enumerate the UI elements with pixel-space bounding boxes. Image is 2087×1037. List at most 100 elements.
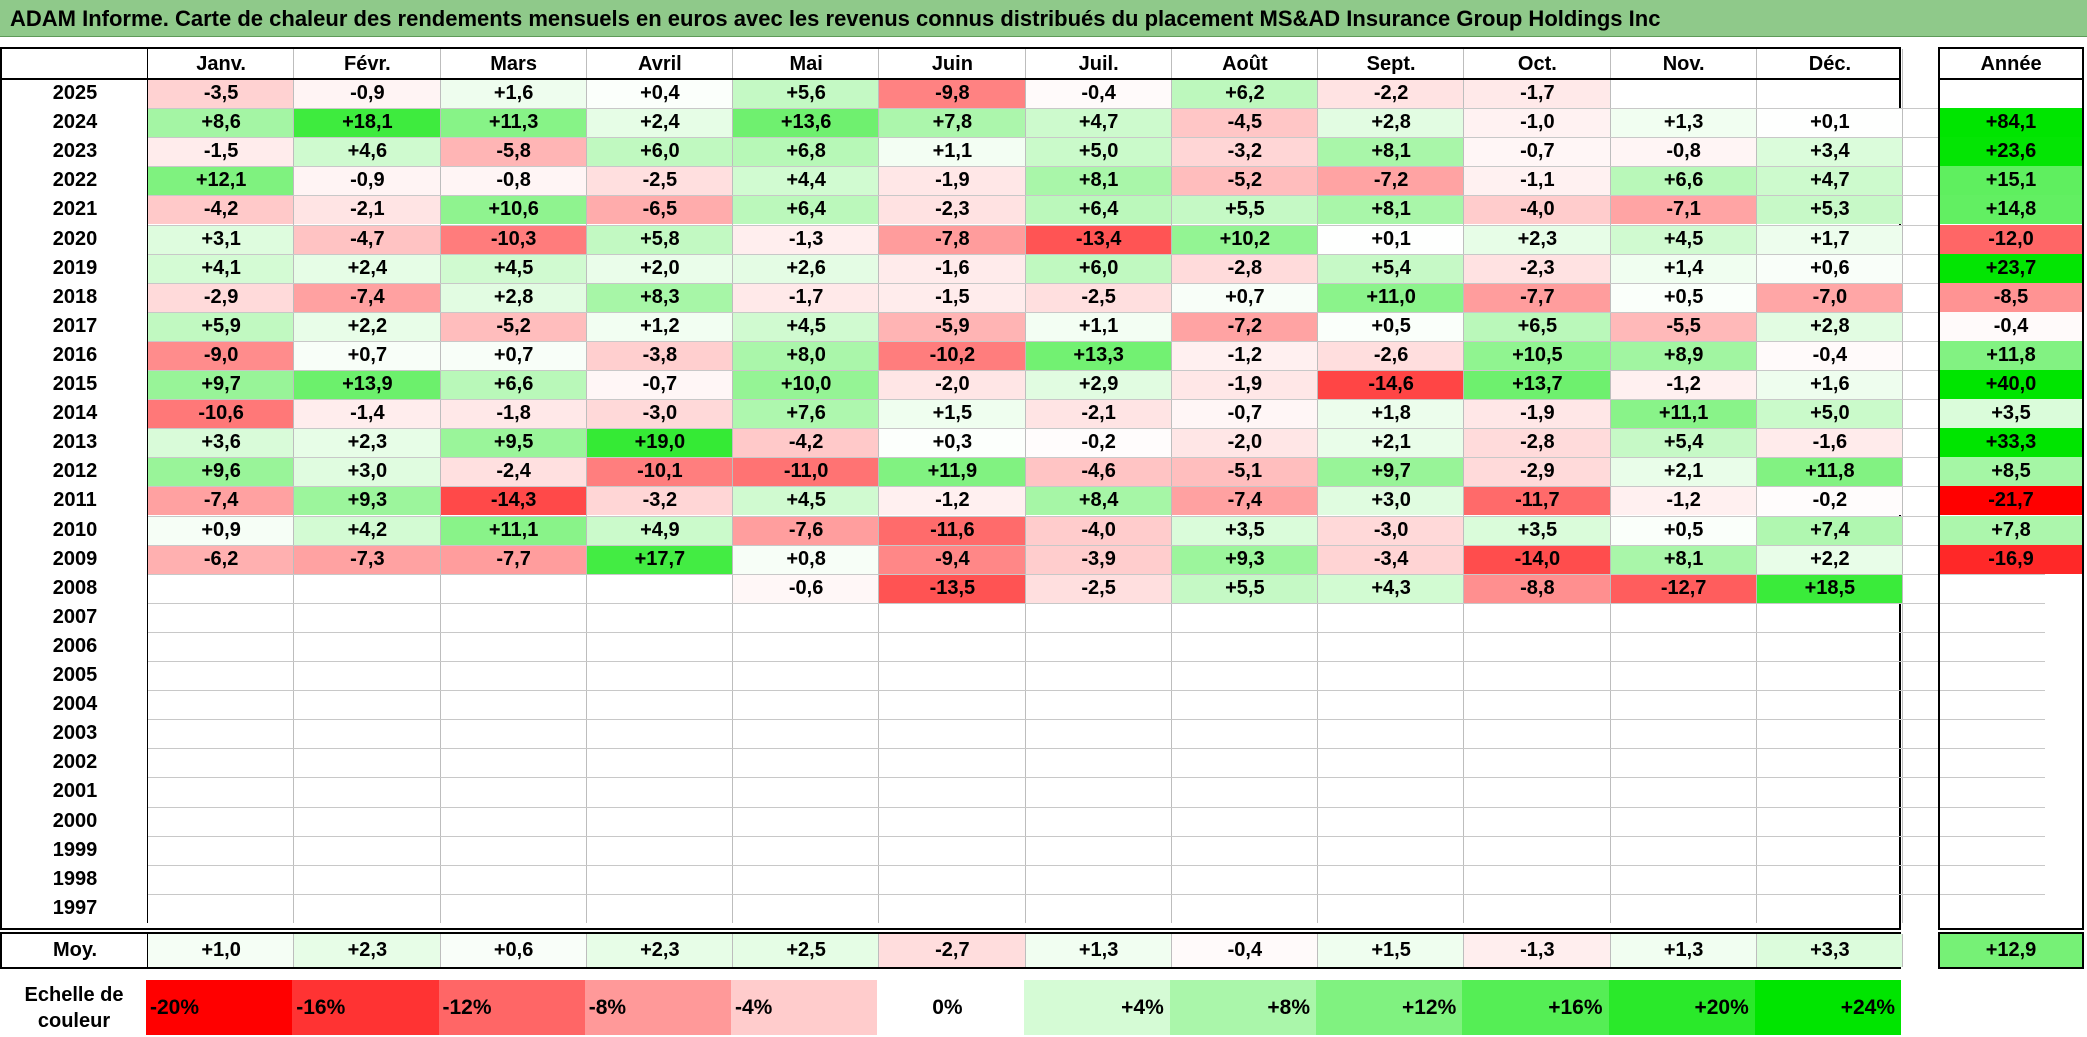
average-cell: -1,3 — [1464, 934, 1611, 967]
heatmap-cell: +1,1 — [879, 137, 1026, 167]
color-scale-swatch: 0% — [877, 980, 1024, 1035]
heatmap-cell — [1464, 894, 1610, 923]
color-scale-swatch: -4% — [731, 980, 878, 1035]
heatmap-cell — [1464, 865, 1610, 894]
heatmap-cell: +9,7 — [1318, 457, 1465, 487]
heatmap-cell — [1318, 807, 1464, 836]
heatmap-cell: -0,7 — [1171, 399, 1318, 429]
heatmap-cell — [1318, 777, 1464, 806]
heatmap-cell — [1172, 719, 1318, 748]
heatmap-cell: +4,9 — [586, 515, 733, 545]
heatmap-cell: -5,9 — [879, 311, 1026, 341]
color-scale-swatch: -16% — [292, 980, 439, 1035]
month-header: Janv. — [196, 52, 246, 75]
heatmap-cell — [1026, 748, 1172, 777]
heatmap-cell: +6,6 — [440, 370, 587, 400]
average-row: Moy. +1,0 +2,3 +0,6 +2,3 +2,5 -2,7 +1,3 -0,4 +1,5… — [0, 932, 1903, 969]
year-label: 2016 — [52, 343, 98, 366]
annual-cell: -8,5 — [1940, 282, 2082, 312]
heatmap-cell: -5,2 — [1171, 166, 1318, 196]
heatmap-cell: +6,4 — [1025, 195, 1172, 225]
grid-line — [148, 719, 2045, 720]
heatmap-cell: -9,8 — [879, 79, 1026, 109]
heatmap-cell: +6,8 — [733, 137, 880, 167]
grid-line — [586, 49, 587, 923]
annual-cell: +14,8 — [1940, 195, 2082, 225]
heatmap-cell — [441, 865, 587, 894]
annual-cell — [1940, 807, 2082, 836]
heatmap-cell — [1757, 836, 1903, 865]
month-header: Juin — [931, 52, 973, 75]
heatmap-cell: -0,8 — [440, 166, 587, 196]
heatmap-cell: -1,5 — [148, 137, 295, 167]
heatmap-cell: +0,9 — [148, 515, 295, 545]
color-scale-swatch: -12% — [438, 980, 585, 1035]
year-label: 2012 — [52, 460, 98, 483]
heatmap-cell: +4,7 — [1025, 108, 1172, 138]
heatmap-cell: +3,0 — [294, 457, 441, 487]
heatmap-cell — [1757, 894, 1903, 923]
grid-line — [148, 894, 2045, 895]
color-scale-swatch: +8% — [1169, 980, 1316, 1035]
year-label: 2021 — [52, 198, 98, 221]
annual-cell: +15,1 — [1940, 166, 2082, 196]
grid-line — [1756, 49, 1757, 923]
heatmap-cell — [1026, 807, 1172, 836]
annual-cell: +7,8 — [1940, 515, 2082, 545]
color-scale-swatch: -8% — [584, 980, 731, 1035]
heatmap-cell — [733, 719, 879, 748]
heatmap-cell: +4,2 — [294, 515, 441, 545]
year-label: 2007 — [52, 605, 98, 628]
grid-line — [148, 457, 2045, 458]
grid-line — [1902, 49, 1903, 923]
heatmap-cell: -7,7 — [440, 544, 587, 574]
heatmap-cell — [148, 574, 294, 603]
average-cell: +1,0 — [148, 934, 295, 967]
heatmap-cell: +11,9 — [879, 457, 1026, 487]
heatmap-cell — [1318, 865, 1464, 894]
heatmap-cell: -6,5 — [586, 195, 733, 225]
heatmap-cell: +13,9 — [294, 370, 441, 400]
heatmap-cell — [587, 690, 733, 719]
heatmap-cell: +1,3 — [1610, 108, 1757, 138]
heatmap-cell: -2,3 — [879, 195, 1026, 225]
heatmap-cell: -3,2 — [586, 486, 733, 516]
heatmap-cell — [1172, 661, 1318, 690]
heatmap-cell — [1611, 632, 1757, 661]
heatmap-cell — [1318, 719, 1464, 748]
heatmap-cell: +3,0 — [1318, 486, 1465, 516]
heatmap-cell: +4,5 — [733, 486, 880, 516]
month-header: Nov. — [1662, 52, 1705, 75]
heatmap-cell: +0,4 — [586, 79, 733, 109]
heatmap-cell — [441, 574, 587, 603]
heatmap-cell: -1,2 — [879, 486, 1026, 516]
heatmap-cell: +0,7 — [440, 340, 587, 370]
heatmap-cell — [1757, 865, 1903, 894]
grid-line — [148, 865, 2045, 866]
heatmap-cell: +11,1 — [440, 515, 587, 545]
heatmap-cell: +2,8 — [440, 282, 587, 312]
heatmap-cell: -5,2 — [440, 311, 587, 341]
heatmap-cell — [441, 632, 587, 661]
heatmap-cell: +18,1 — [294, 108, 441, 138]
heatmap-cell: +11,1 — [1610, 399, 1757, 429]
heatmap-cell — [148, 661, 294, 690]
heatmap-cell — [1172, 603, 1318, 632]
heatmap-cell — [294, 836, 440, 865]
heatmap-cell: -2,4 — [440, 457, 587, 487]
annual-cell: +11,8 — [1940, 340, 2082, 370]
heatmap-cell: -3,4 — [1318, 544, 1465, 574]
heatmap-cell — [879, 690, 1025, 719]
heatmap-cell — [294, 748, 440, 777]
year-label: 2002 — [52, 751, 98, 774]
heatmap-cell: +8,1 — [1610, 544, 1757, 574]
heatmap-cell: -7,4 — [148, 486, 295, 516]
heatmap-cell — [1757, 777, 1903, 806]
heatmap-cell — [441, 836, 587, 865]
heatmap-cell: +7,4 — [1756, 515, 1903, 545]
heatmap-cell: +11,8 — [1756, 457, 1903, 487]
grid-line — [1317, 934, 1318, 967]
heatmap-cell — [148, 865, 294, 894]
heatmap-cell: +9,3 — [294, 486, 441, 516]
heatmap-cell: +9,3 — [1171, 544, 1318, 574]
